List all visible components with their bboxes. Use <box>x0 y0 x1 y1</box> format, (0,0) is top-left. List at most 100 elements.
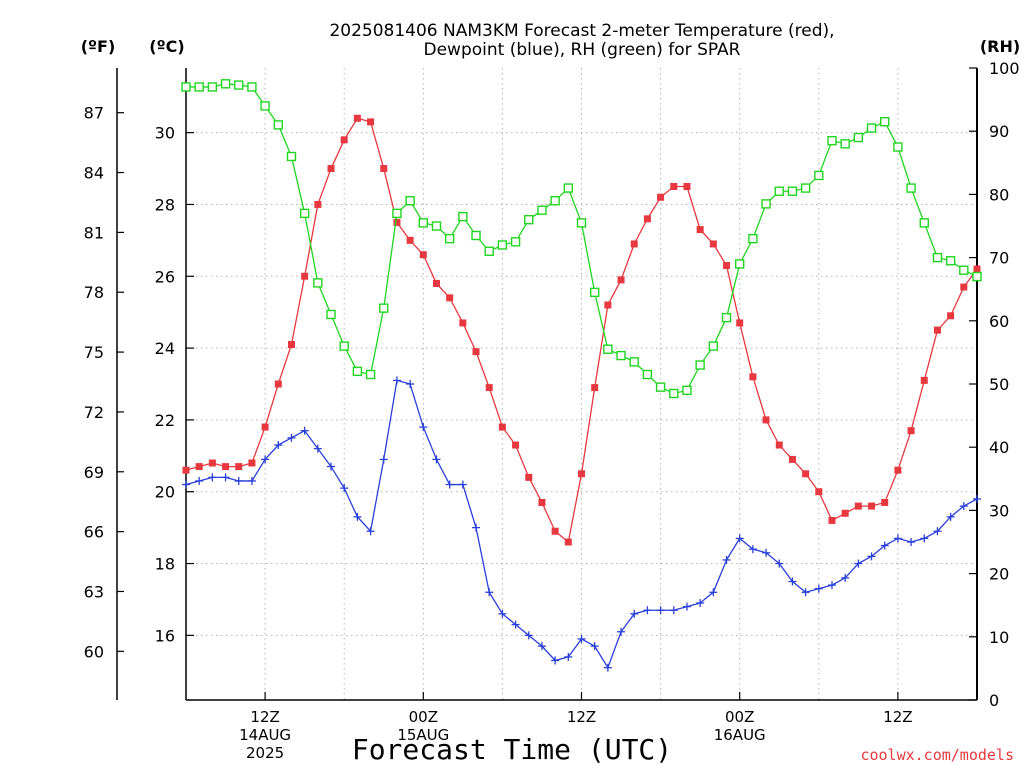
rh-point <box>484 246 494 256</box>
temperature-point <box>947 312 955 320</box>
temperature-point <box>788 455 796 463</box>
grid-lines <box>186 68 977 700</box>
temperature-point <box>301 272 309 280</box>
celsius-tick-label: 20 <box>155 483 175 502</box>
dewpoint-point <box>827 581 836 590</box>
fahrenheit-tick-label: 72 <box>84 403 104 422</box>
rh-tick-label: 90 <box>989 122 1009 141</box>
fahrenheit-tick-label: 87 <box>84 104 104 123</box>
temperature-point <box>432 279 440 287</box>
rh-point <box>286 151 297 162</box>
dewpoint-point <box>300 426 309 435</box>
rh-point <box>932 252 943 263</box>
rh-point <box>919 218 929 228</box>
rh-point <box>603 344 613 354</box>
site-credit: coolwx.com/models <box>860 746 1014 764</box>
rh-point <box>273 120 283 130</box>
temperature-point <box>802 470 810 478</box>
rh-point <box>814 170 824 181</box>
dewpoint-point <box>445 480 454 489</box>
rh-point <box>840 139 850 149</box>
rh-point <box>194 82 204 92</box>
temperature-point <box>578 470 585 478</box>
chart-title-line1: 2025081406 NAM3KM Forecast 2-meter Tempe… <box>329 21 834 41</box>
temperature-point <box>340 136 348 144</box>
dewpoint-point <box>313 444 322 453</box>
temperature-point <box>881 499 889 506</box>
rh-tick-label: 40 <box>989 438 1009 457</box>
dewpoint-point <box>880 541 889 550</box>
rh-point <box>827 135 837 146</box>
temperature-point <box>551 527 559 535</box>
rh-point <box>458 211 468 222</box>
dewpoint-point <box>722 555 731 564</box>
rh-point <box>510 237 521 247</box>
celsius-tick-label: 24 <box>155 339 175 358</box>
dewpoint-point <box>656 606 665 615</box>
rh-point <box>959 265 969 275</box>
rh-point <box>260 101 270 111</box>
dewpoint-point <box>617 627 626 636</box>
dewpoint-point <box>537 642 546 651</box>
rh-point <box>405 196 415 206</box>
x-tick-label: 12Z <box>883 708 912 726</box>
dewpoint-point <box>524 631 533 640</box>
temperature-point <box>723 262 731 269</box>
temperature-point <box>775 441 783 449</box>
x-tick-label: 15AUG <box>397 726 449 744</box>
dewpoint-point <box>801 588 810 597</box>
rh-point <box>655 382 666 392</box>
rh-point <box>748 233 758 244</box>
temperature-point <box>472 348 480 356</box>
temperature-point <box>815 488 823 496</box>
rh-point <box>418 218 428 228</box>
rh-point <box>669 388 679 399</box>
dewpoint-point <box>630 609 639 618</box>
rh-point <box>524 214 534 225</box>
dewpoint-point <box>261 455 270 464</box>
rh-point <box>313 278 323 288</box>
rh-point <box>774 186 784 196</box>
temperature-point <box>696 226 704 234</box>
temperature-point <box>380 165 388 173</box>
fahrenheit-tick-label: 81 <box>84 223 104 242</box>
temperature-point <box>195 463 203 471</box>
rh-unit-label: (RH) <box>980 37 1020 56</box>
dewpoint-point <box>195 476 204 485</box>
temperature-point <box>762 416 770 424</box>
x-tick-label: 16AUG <box>714 726 766 744</box>
dewpoint-point <box>893 534 902 543</box>
fahrenheit-tick-label: 75 <box>84 343 104 362</box>
dewpoint-point <box>959 502 968 511</box>
x-tick-label: 00Z <box>409 708 438 726</box>
chart-title-line2: Dewpoint (blue), RH (green) for SPAR <box>424 40 741 60</box>
dewpoint-point <box>274 441 283 450</box>
rh-point <box>326 309 336 320</box>
rh-point <box>787 186 798 196</box>
temperature-point <box>617 276 625 284</box>
rh-point <box>853 132 864 143</box>
rh-point <box>365 369 376 380</box>
dewpoint-point <box>472 523 481 532</box>
dewpoint-point <box>841 573 850 582</box>
temperature-point <box>261 423 269 431</box>
fahrenheit-tick-label: 66 <box>84 523 104 542</box>
dewpoint-point <box>669 606 678 615</box>
temperature-point <box>960 283 968 291</box>
rh-point <box>352 366 363 377</box>
dewpoint-point <box>511 620 520 629</box>
dewpoint-point <box>208 473 217 482</box>
dewpoint-point <box>933 527 942 536</box>
dewpoint-point <box>287 433 296 442</box>
rh-point <box>550 196 560 206</box>
dewpoint-point <box>709 588 718 597</box>
temperature-point <box>630 240 638 248</box>
temperature-point <box>894 466 902 474</box>
rh-point <box>299 208 310 219</box>
rh-point <box>234 80 244 90</box>
series-lines <box>181 79 982 672</box>
dewpoint-point <box>353 512 362 521</box>
temperature-point <box>841 509 849 517</box>
rh-point <box>708 341 719 351</box>
